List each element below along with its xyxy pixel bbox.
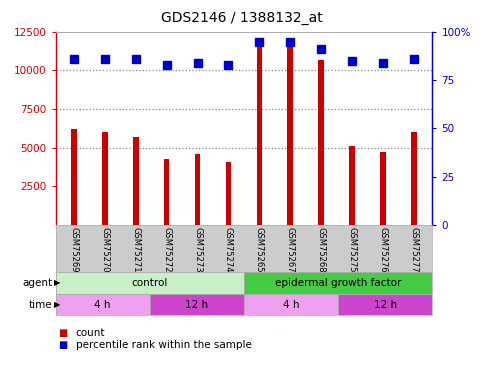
- Bar: [349, 146, 355, 225]
- Bar: [244, 294, 338, 315]
- Text: epidermal growth factor: epidermal growth factor: [275, 278, 401, 288]
- Text: control: control: [131, 278, 168, 288]
- Text: count: count: [76, 328, 105, 338]
- Text: GSM75277: GSM75277: [409, 227, 418, 273]
- Text: ▶: ▶: [54, 300, 60, 309]
- Bar: [411, 132, 416, 225]
- Text: GDS2146 / 1388132_at: GDS2146 / 1388132_at: [161, 11, 322, 25]
- Bar: [56, 272, 244, 294]
- Bar: [256, 41, 262, 225]
- Text: GSM75265: GSM75265: [255, 227, 264, 273]
- Bar: [195, 154, 200, 225]
- Bar: [380, 152, 385, 225]
- Text: GSM75272: GSM75272: [162, 227, 171, 273]
- Bar: [244, 272, 432, 294]
- Text: 12 h: 12 h: [185, 300, 208, 309]
- Text: time: time: [28, 300, 52, 309]
- Text: 12 h: 12 h: [374, 300, 397, 309]
- Bar: [71, 129, 77, 225]
- Text: GSM75270: GSM75270: [100, 227, 110, 273]
- Text: ■: ■: [58, 340, 67, 350]
- Bar: [150, 294, 244, 315]
- Bar: [164, 159, 170, 225]
- Text: percentile rank within the sample: percentile rank within the sample: [76, 340, 252, 350]
- Text: GSM75271: GSM75271: [131, 227, 141, 273]
- Text: GSM75276: GSM75276: [378, 227, 387, 273]
- Text: ■: ■: [58, 328, 67, 338]
- Text: GSM75273: GSM75273: [193, 227, 202, 273]
- Text: GSM75275: GSM75275: [347, 227, 356, 273]
- Text: 4 h: 4 h: [283, 300, 299, 309]
- Text: agent: agent: [22, 278, 52, 288]
- Bar: [133, 137, 139, 225]
- Text: ▶: ▶: [54, 278, 60, 287]
- Bar: [338, 294, 432, 315]
- Text: GSM75274: GSM75274: [224, 227, 233, 273]
- Bar: [226, 162, 231, 225]
- Bar: [102, 132, 108, 225]
- Text: GSM75268: GSM75268: [317, 227, 326, 273]
- Bar: [287, 41, 293, 225]
- Text: 4 h: 4 h: [94, 300, 111, 309]
- Text: GSM75267: GSM75267: [286, 227, 295, 273]
- Text: GSM75269: GSM75269: [70, 227, 79, 273]
- Bar: [56, 294, 150, 315]
- Bar: [318, 60, 324, 225]
